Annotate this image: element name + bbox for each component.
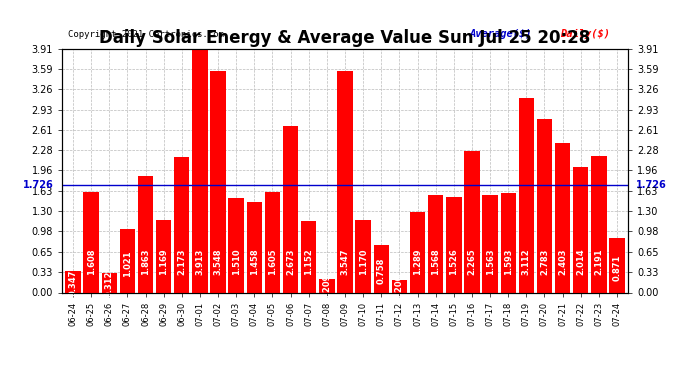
Text: 3.112: 3.112	[522, 248, 531, 274]
Bar	[228, 198, 244, 292]
Text: 2.783: 2.783	[540, 248, 549, 274]
Text: 0.871: 0.871	[613, 255, 622, 281]
Bar	[373, 245, 389, 292]
Text: 3.913: 3.913	[195, 248, 204, 274]
Text: 1.863: 1.863	[141, 248, 150, 274]
Bar	[428, 195, 444, 292]
Text: 2.014: 2.014	[576, 248, 585, 274]
Text: 2.265: 2.265	[467, 248, 476, 275]
Text: Copyright 2021 Cartronics.com: Copyright 2021 Cartronics.com	[68, 30, 224, 39]
Bar	[446, 197, 462, 292]
Bar	[337, 71, 353, 292]
Text: 1.526: 1.526	[449, 248, 458, 275]
Text: 1.726: 1.726	[23, 180, 54, 190]
Text: 2.403: 2.403	[558, 248, 567, 274]
Text: 1.510: 1.510	[232, 248, 241, 274]
Bar	[301, 220, 317, 292]
Bar	[573, 167, 589, 292]
Text: 0.758: 0.758	[377, 258, 386, 284]
Bar	[119, 229, 135, 292]
Text: Daily($): Daily($)	[560, 29, 610, 39]
Text: 0.347: 0.347	[68, 270, 77, 296]
Bar	[210, 71, 226, 292]
Bar	[66, 271, 81, 292]
Bar	[537, 119, 552, 292]
Text: 1.152: 1.152	[304, 248, 313, 275]
Bar	[591, 156, 607, 292]
Bar	[246, 202, 262, 292]
Text: 1.605: 1.605	[268, 248, 277, 274]
Title: Daily Solar Energy & Average Value Sun Jul 25 20:28: Daily Solar Energy & Average Value Sun J…	[99, 29, 591, 47]
Bar	[156, 220, 171, 292]
Bar	[555, 143, 571, 292]
Text: 3.548: 3.548	[214, 248, 223, 274]
Bar	[319, 279, 335, 292]
Text: 3.547: 3.547	[340, 248, 350, 274]
Bar	[609, 238, 624, 292]
Text: 1.170: 1.170	[359, 248, 368, 274]
Bar	[283, 126, 298, 292]
Bar	[410, 212, 425, 292]
Text: 1.458: 1.458	[250, 248, 259, 274]
Text: 0.312: 0.312	[105, 270, 114, 297]
Bar	[138, 176, 153, 292]
Text: 0.200: 0.200	[395, 274, 404, 300]
Text: 2.173: 2.173	[177, 248, 186, 274]
Bar	[83, 192, 99, 292]
Text: 2.191: 2.191	[594, 248, 603, 274]
Text: 1.289: 1.289	[413, 248, 422, 274]
Text: 1.726: 1.726	[636, 180, 667, 190]
Bar	[355, 219, 371, 292]
Text: Average($): Average($)	[469, 29, 532, 39]
Text: 1.608: 1.608	[87, 248, 96, 274]
Text: 1.568: 1.568	[431, 248, 440, 274]
Bar	[193, 49, 208, 292]
Text: 1.169: 1.169	[159, 248, 168, 274]
Bar	[101, 273, 117, 292]
Bar	[265, 192, 280, 292]
Text: 0.209: 0.209	[322, 273, 331, 300]
Text: 1.021: 1.021	[123, 251, 132, 277]
Bar	[482, 195, 497, 292]
Bar	[392, 280, 407, 292]
Bar	[519, 99, 534, 292]
Text: 1.563: 1.563	[486, 248, 495, 274]
Bar	[174, 157, 190, 292]
Text: 2.673: 2.673	[286, 248, 295, 274]
Bar	[464, 151, 480, 292]
Bar	[500, 193, 516, 292]
Text: 1.593: 1.593	[504, 248, 513, 274]
